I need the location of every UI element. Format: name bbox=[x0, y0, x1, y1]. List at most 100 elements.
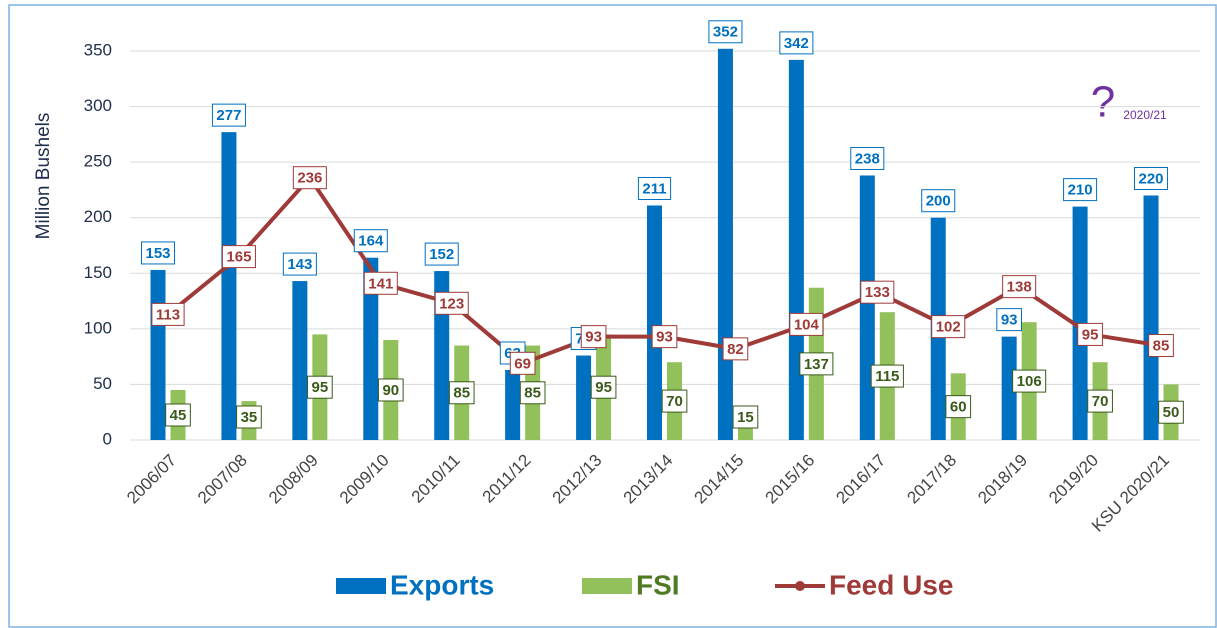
y-tick-label: 250 bbox=[84, 152, 112, 171]
data-label-box bbox=[211, 103, 246, 127]
data-label-group: 238 bbox=[850, 146, 885, 170]
bar bbox=[221, 132, 237, 441]
data-label-box bbox=[921, 189, 956, 213]
data-label-box bbox=[850, 146, 885, 170]
data-label-box bbox=[860, 280, 895, 304]
data-label: 82 bbox=[727, 341, 744, 358]
data-label: 95 bbox=[595, 379, 612, 396]
data-label-group: 123 bbox=[434, 291, 469, 315]
y-tick-label: 150 bbox=[84, 263, 112, 282]
data-label: 104 bbox=[794, 316, 820, 333]
data-label-group: 106 bbox=[1012, 369, 1047, 393]
bar bbox=[788, 59, 804, 441]
y-axis-label: Million Bushels bbox=[33, 113, 54, 240]
data-label-box bbox=[236, 405, 262, 429]
data-label: 93 bbox=[656, 329, 673, 346]
data-label-group: 153 bbox=[140, 241, 176, 265]
legend-label: Exports bbox=[390, 569, 494, 600]
data-label: 50 bbox=[1163, 404, 1180, 421]
legend-label: Feed Use bbox=[829, 569, 954, 600]
data-label-box bbox=[1077, 322, 1103, 346]
x-tick-label: 2019/20 bbox=[1045, 451, 1102, 508]
data-label-box bbox=[870, 364, 904, 388]
data-label: 153 bbox=[145, 245, 170, 262]
data-label: 211 bbox=[642, 180, 666, 197]
data-label-box bbox=[789, 312, 824, 336]
data-label: 165 bbox=[226, 249, 251, 266]
data-label: 45 bbox=[170, 407, 187, 424]
data-label-group: 352 bbox=[708, 20, 743, 44]
data-label-box bbox=[708, 20, 743, 44]
data-label: 277 bbox=[216, 107, 241, 124]
data-label: 15 bbox=[737, 409, 754, 426]
data-label: 113 bbox=[156, 306, 180, 323]
y-tick-label: 350 bbox=[84, 40, 112, 59]
data-label: 164 bbox=[358, 233, 384, 250]
data-label-box bbox=[722, 337, 749, 361]
data-label-box bbox=[799, 352, 834, 376]
bar bbox=[1143, 195, 1159, 440]
data-label-box bbox=[779, 31, 814, 55]
data-label-group: 93 bbox=[580, 325, 607, 349]
frame bbox=[8, 4, 1217, 628]
data-label: 102 bbox=[936, 319, 961, 336]
bar bbox=[505, 369, 521, 440]
data-label: 93 bbox=[1001, 312, 1018, 329]
data-label-box bbox=[732, 405, 759, 429]
data-label-group: 70 bbox=[1087, 389, 1113, 413]
data-label-group: 200 bbox=[921, 189, 956, 213]
bar bbox=[292, 281, 308, 440]
data-label-box bbox=[434, 291, 469, 315]
data-label: 152 bbox=[429, 246, 454, 263]
data-label: 106 bbox=[1017, 373, 1042, 390]
x-tick-label: 2018/19 bbox=[974, 451, 1031, 508]
data-label: 60 bbox=[950, 399, 967, 416]
data-label-group: 141 bbox=[363, 271, 398, 295]
data-label-box bbox=[151, 302, 185, 326]
data-label-group: 90 bbox=[377, 378, 404, 402]
data-label-group: 102 bbox=[931, 315, 966, 339]
data-label-group: 35 bbox=[236, 405, 262, 429]
x-tick-label: 2015/16 bbox=[761, 451, 818, 508]
bar bbox=[647, 205, 663, 440]
x-tick-label: 2013/14 bbox=[620, 451, 677, 508]
data-label: 123 bbox=[439, 295, 464, 312]
data-label-group: 82 bbox=[722, 337, 749, 361]
data-label: 85 bbox=[524, 385, 541, 402]
data-label: 115 bbox=[875, 368, 899, 385]
data-label-group: 152 bbox=[424, 242, 459, 266]
data-label-group: 211 bbox=[637, 176, 672, 200]
data-label: 90 bbox=[382, 382, 399, 399]
data-label-group: 133 bbox=[860, 280, 895, 304]
data-label-group: 137 bbox=[799, 352, 834, 376]
data-label-group: 143 bbox=[282, 252, 317, 276]
bar bbox=[363, 257, 379, 440]
legend-swatch bbox=[582, 578, 632, 594]
data-label-group: 69 bbox=[509, 351, 536, 375]
data-label-box bbox=[140, 241, 176, 265]
bar bbox=[859, 175, 875, 441]
bar bbox=[576, 355, 592, 440]
data-label-box bbox=[637, 176, 672, 200]
data-label: 200 bbox=[926, 193, 951, 210]
x-tick-label: 2009/10 bbox=[336, 451, 393, 508]
data-label-box bbox=[165, 403, 191, 427]
data-label-box bbox=[1148, 334, 1174, 358]
data-label-group: 277 bbox=[211, 103, 246, 127]
data-label-box bbox=[1134, 166, 1169, 190]
data-label-box bbox=[580, 325, 607, 349]
data-label-group: 93 bbox=[996, 308, 1023, 332]
x-tick-label: 2010/11 bbox=[408, 451, 464, 507]
data-label-box bbox=[1012, 369, 1047, 393]
data-label-box bbox=[945, 395, 972, 419]
data-label-box bbox=[424, 242, 459, 266]
data-label: 133 bbox=[865, 284, 890, 301]
x-tick-label: 2006/07 bbox=[123, 451, 180, 508]
data-label: 141 bbox=[368, 275, 393, 292]
data-label-box bbox=[996, 308, 1023, 332]
data-label: 138 bbox=[1007, 279, 1032, 296]
data-label-box bbox=[377, 378, 404, 402]
x-tick-label: 2007/08 bbox=[194, 451, 251, 508]
legend-label: FSI bbox=[636, 569, 680, 600]
